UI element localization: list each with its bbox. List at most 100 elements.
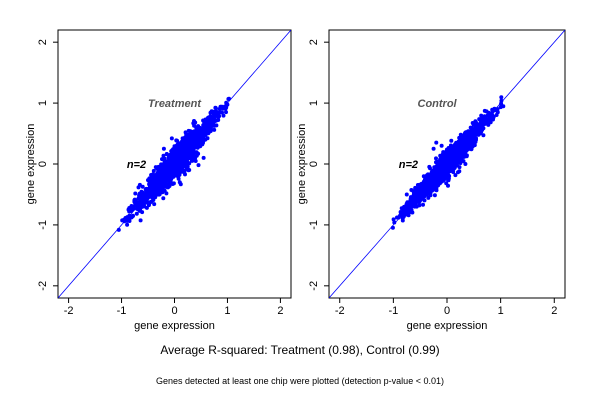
data-point	[172, 168, 177, 173]
detection-footnote: Genes detected at least one chip were pl…	[156, 376, 444, 386]
data-point	[419, 183, 424, 188]
x-tick-label: 0	[171, 305, 177, 317]
data-point	[196, 163, 201, 168]
data-point	[193, 130, 198, 135]
data-point	[483, 121, 487, 126]
y-tick-label: -2	[308, 281, 320, 291]
y-tick-label: -2	[37, 281, 49, 291]
data-point	[160, 169, 165, 174]
y-axis-label: gene expression	[296, 124, 308, 205]
data-point	[196, 124, 201, 129]
data-point	[168, 173, 173, 178]
outlier-point	[177, 180, 182, 185]
data-point	[212, 116, 217, 121]
data-point	[453, 173, 458, 178]
data-point	[131, 213, 135, 218]
data-point	[146, 178, 150, 183]
data-point	[481, 115, 486, 120]
x-tick-label: -2	[64, 305, 74, 317]
data-point	[221, 113, 226, 118]
y-tick-label: 0	[308, 161, 320, 167]
data-point	[174, 163, 179, 168]
data-point	[470, 126, 475, 131]
data-point	[125, 215, 130, 220]
data-point	[125, 222, 130, 227]
data-point	[224, 100, 229, 105]
data-point	[474, 132, 479, 136]
data-point	[133, 191, 138, 196]
data-point	[436, 166, 440, 171]
data-point	[390, 225, 395, 230]
data-point	[128, 208, 133, 212]
data-point	[499, 95, 504, 100]
data-point	[183, 152, 188, 157]
data-point	[142, 197, 147, 202]
sample-count-label: n=2	[127, 159, 146, 171]
data-point	[162, 156, 167, 161]
data-point	[162, 188, 167, 193]
y-tick-label: 2	[37, 39, 49, 45]
data-point	[218, 104, 223, 109]
y-tick-label: 2	[308, 39, 320, 45]
data-point	[458, 138, 463, 143]
x-tick-label: 2	[277, 305, 283, 317]
data-point	[213, 105, 218, 110]
data-point	[398, 210, 403, 214]
data-point	[457, 141, 462, 146]
data-point	[224, 110, 228, 115]
scatter-points	[116, 96, 231, 232]
data-point	[188, 132, 193, 137]
data-point	[179, 161, 184, 166]
data-point	[440, 152, 445, 157]
data-point	[150, 195, 155, 200]
y-tick-label: -1	[37, 220, 49, 230]
data-point	[193, 120, 198, 125]
data-point	[468, 129, 473, 134]
data-point	[443, 175, 447, 180]
data-point	[448, 158, 453, 163]
data-point	[198, 127, 203, 132]
outlier-point	[404, 192, 409, 197]
data-point	[410, 210, 414, 215]
data-point	[481, 133, 486, 138]
data-point	[421, 193, 426, 197]
data-point	[183, 143, 188, 148]
data-point	[189, 139, 194, 144]
data-point	[152, 177, 157, 182]
data-point	[456, 156, 461, 161]
data-point	[174, 143, 179, 148]
data-point	[188, 129, 193, 134]
data-point	[458, 160, 463, 165]
outlier-point	[193, 158, 198, 163]
data-point	[177, 170, 181, 175]
data-point	[165, 169, 170, 174]
data-point	[402, 212, 406, 217]
outlier-point	[175, 138, 180, 143]
data-point	[429, 178, 434, 183]
data-point	[413, 187, 418, 192]
data-point	[477, 123, 482, 128]
data-point	[162, 162, 167, 167]
data-point	[158, 182, 163, 187]
data-point	[135, 204, 140, 209]
data-point	[152, 188, 157, 193]
data-point	[132, 199, 137, 204]
x-tick-label: 1	[224, 305, 230, 317]
data-point	[423, 184, 428, 189]
data-point	[187, 168, 192, 172]
data-point	[208, 110, 213, 115]
data-point	[122, 217, 126, 222]
data-point	[426, 195, 431, 200]
data-point	[417, 191, 422, 196]
data-point	[227, 96, 231, 101]
data-point	[157, 190, 162, 195]
data-point	[125, 218, 129, 223]
data-point	[206, 129, 211, 134]
data-point	[472, 123, 477, 128]
data-point	[488, 116, 493, 121]
x-tick-label: 1	[498, 305, 504, 317]
data-point	[454, 162, 459, 167]
data-point	[147, 182, 152, 187]
